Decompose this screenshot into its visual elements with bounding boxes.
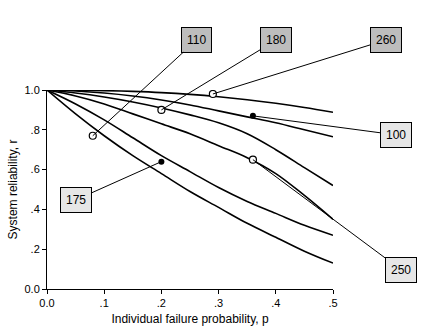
svg-text:0.0: 0.0	[25, 283, 40, 295]
svg-text:100: 100	[386, 128, 406, 142]
svg-text:260: 260	[376, 33, 396, 47]
svg-text:175: 175	[66, 193, 86, 207]
svg-text:250: 250	[391, 263, 411, 277]
svg-text:.5: .5	[328, 297, 337, 309]
svg-text:Individual failure probability: Individual failure probability, p	[111, 312, 269, 326]
svg-text:.4: .4	[31, 203, 40, 215]
svg-text:System reliability, r: System reliability, r	[6, 140, 20, 240]
svg-text:.8: .8	[31, 124, 40, 136]
svg-text:1.0: 1.0	[25, 84, 40, 96]
svg-text:.2: .2	[31, 243, 40, 255]
svg-text:.1: .1	[100, 297, 109, 309]
svg-text:.3: .3	[214, 297, 223, 309]
svg-text:0.0: 0.0	[39, 297, 54, 309]
svg-text:.4: .4	[271, 297, 280, 309]
svg-text:110: 110	[187, 33, 206, 47]
svg-text:180: 180	[266, 33, 286, 47]
svg-text:.2: .2	[157, 297, 166, 309]
svg-text:.6: .6	[31, 163, 40, 175]
